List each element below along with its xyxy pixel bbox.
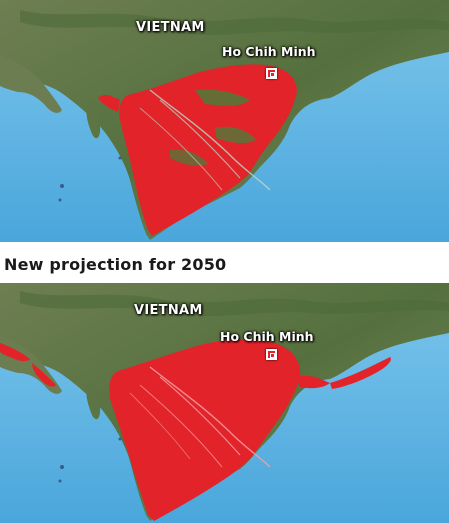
terrain bbox=[20, 10, 449, 35]
dry-patch bbox=[170, 149, 208, 166]
dry-patch bbox=[195, 89, 250, 106]
country-label: VIETNAM bbox=[136, 20, 205, 35]
land bbox=[0, 55, 62, 113]
projection-heading: New projection for 2050 bbox=[4, 255, 227, 274]
city-label: Ho Chih Minh bbox=[220, 329, 314, 344]
flood-zone bbox=[109, 339, 301, 521]
islet bbox=[60, 465, 64, 469]
river bbox=[159, 376, 241, 456]
river bbox=[139, 384, 223, 468]
islet bbox=[118, 156, 122, 160]
map-2050 bbox=[0, 283, 449, 523]
river bbox=[149, 89, 271, 191]
flood-zone bbox=[330, 357, 391, 389]
terrain bbox=[20, 291, 449, 316]
river bbox=[149, 366, 271, 468]
city-label: Ho Chih Minh bbox=[222, 44, 316, 59]
river bbox=[159, 99, 241, 179]
flood-zone bbox=[0, 343, 30, 362]
square-target-icon bbox=[266, 68, 277, 79]
islet bbox=[58, 198, 62, 202]
islet bbox=[118, 437, 122, 441]
map-current bbox=[0, 0, 449, 242]
map-panel-2050: VIETNAM Ho Chih Minh bbox=[0, 283, 449, 523]
flood-zone bbox=[296, 375, 330, 389]
dry-patch bbox=[215, 126, 256, 144]
islet bbox=[60, 184, 64, 188]
country-label: VIETNAM bbox=[134, 303, 203, 318]
map-panel-current: VIETNAM Ho Chih Minh bbox=[0, 0, 449, 242]
island bbox=[86, 381, 101, 420]
square-target-icon bbox=[266, 349, 277, 360]
river bbox=[129, 392, 191, 460]
river bbox=[139, 107, 223, 191]
island bbox=[86, 100, 101, 139]
flood-zone bbox=[98, 94, 120, 112]
islet bbox=[58, 479, 62, 483]
flood-zone bbox=[32, 363, 56, 387]
flood-zone bbox=[119, 64, 297, 236]
